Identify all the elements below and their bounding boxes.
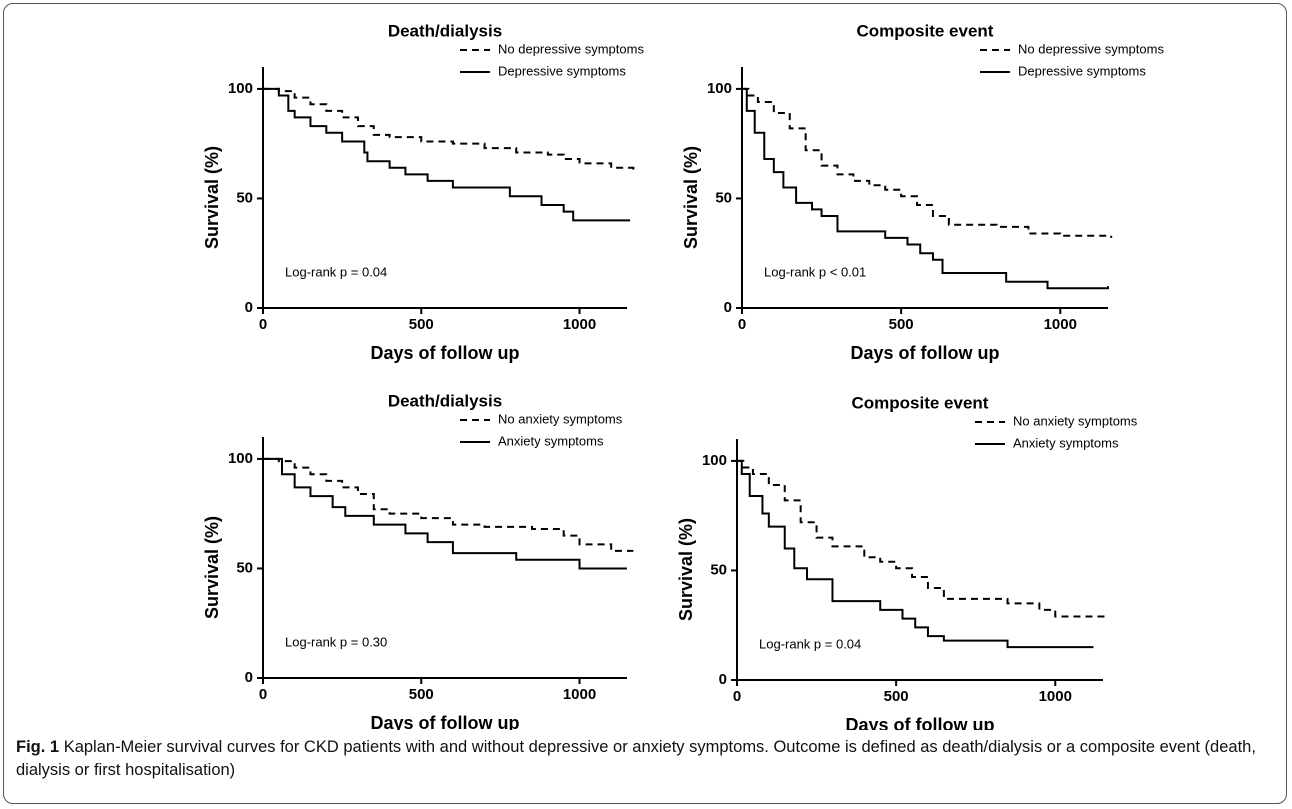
legend-label: No anxiety symptoms <box>498 411 623 426</box>
x-tick-label: 500 <box>884 688 909 705</box>
x-tick-label: 1000 <box>1044 316 1077 333</box>
legend-label: No anxiety symptoms <box>1013 413 1138 428</box>
caption-text: Kaplan-Meier survival curves for CKD pat… <box>16 738 1256 779</box>
annotation: Log-rank p < 0.01 <box>764 264 866 279</box>
figure-frame <box>3 3 1287 804</box>
y-tick-label: 50 <box>715 189 732 206</box>
x-tick-label: 1000 <box>563 316 596 333</box>
y-tick-label: 100 <box>707 80 732 97</box>
panel-title: Death/dialysis <box>388 21 502 40</box>
x-tick-label: 0 <box>738 316 746 333</box>
legend-label: Depressive symptoms <box>498 63 626 78</box>
y-tick-label: 50 <box>236 559 253 576</box>
caption: Fig. 1 Kaplan-Meier survival curves for … <box>16 736 1271 782</box>
legend-label: Anxiety symptoms <box>1013 435 1119 450</box>
y-axis-label: Survival (%) <box>202 146 222 249</box>
x-tick-label: 0 <box>259 316 267 333</box>
legend-label: Anxiety symptoms <box>498 433 604 448</box>
survival-curve <box>263 87 631 222</box>
caption-label: Fig. 1 <box>16 738 60 756</box>
y-tick-label: 100 <box>702 452 727 469</box>
y-axis-label: Survival (%) <box>202 516 222 619</box>
y-tick-label: 0 <box>245 299 253 316</box>
y-tick-label: 0 <box>245 669 253 686</box>
y-tick-label: 50 <box>236 189 253 206</box>
panel-title: Death/dialysis <box>388 391 502 410</box>
survival-curve <box>737 459 1094 649</box>
survival-curve <box>263 87 635 170</box>
y-tick-label: 0 <box>724 299 732 316</box>
x-tick-label: 500 <box>409 686 434 703</box>
x-axis-label: Days of follow up <box>850 343 999 363</box>
x-tick-label: 0 <box>259 686 267 703</box>
annotation: Log-rank p = 0.30 <box>285 634 387 649</box>
survival-curve <box>737 459 1110 618</box>
y-tick-label: 50 <box>710 561 727 578</box>
survival-curve <box>263 457 627 570</box>
annotation: Log-rank p = 0.04 <box>759 636 861 651</box>
x-axis-label: Days of follow up <box>370 343 519 363</box>
annotation: Log-rank p = 0.04 <box>285 264 387 279</box>
y-tick-label: 0 <box>719 671 727 688</box>
legend-label: No depressive symptoms <box>498 41 644 56</box>
y-axis-label: Survival (%) <box>676 518 696 621</box>
y-axis-label: Survival (%) <box>681 146 701 249</box>
panel-title: Composite event <box>857 21 994 40</box>
x-tick-label: 0 <box>733 688 741 705</box>
survival-curve <box>742 87 1113 238</box>
legend-label: Depressive symptoms <box>1018 63 1146 78</box>
panel-title: Composite event <box>852 393 989 412</box>
x-axis-label: Days of follow up <box>845 715 994 730</box>
y-tick-label: 100 <box>228 450 253 467</box>
x-tick-label: 500 <box>889 316 914 333</box>
x-axis-label: Days of follow up <box>370 713 519 730</box>
survival-curve <box>263 457 634 552</box>
x-tick-label: 500 <box>409 316 434 333</box>
survival-curve <box>742 87 1109 290</box>
y-tick-label: 100 <box>228 80 253 97</box>
x-tick-label: 1000 <box>563 686 596 703</box>
x-tick-label: 1000 <box>1039 688 1072 705</box>
legend-label: No depressive symptoms <box>1018 41 1164 56</box>
